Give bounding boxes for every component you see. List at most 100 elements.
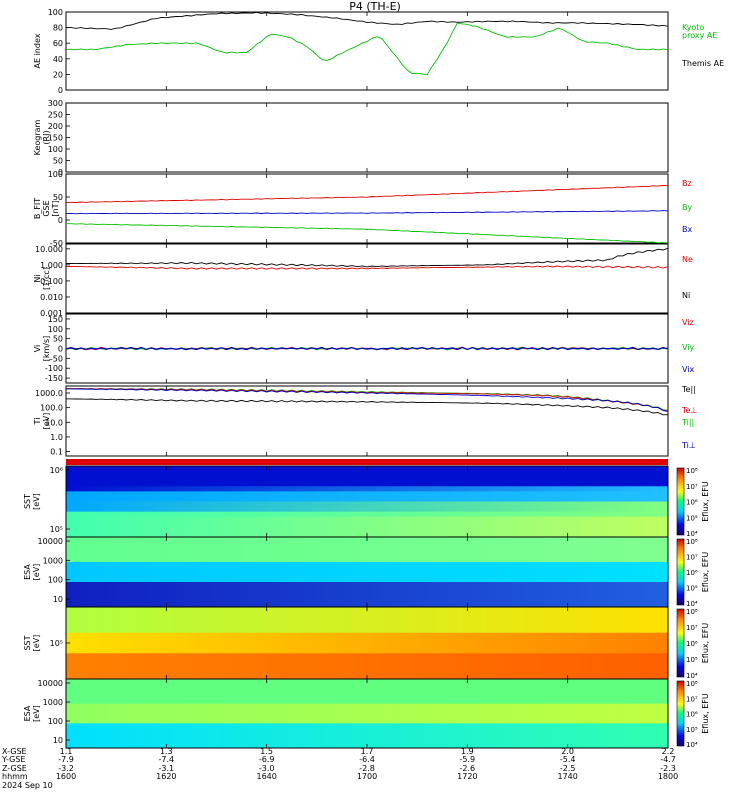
colorbar	[677, 539, 684, 605]
panel-frame	[66, 103, 668, 172]
colorbar-label: Eflux, EFU	[701, 481, 710, 522]
heatmap-cell-row	[66, 527, 668, 533]
heatmap-cell-row	[66, 557, 668, 563]
heatmap-cell-row	[66, 664, 668, 670]
colorbar-label: Eflux, EFU	[701, 693, 710, 734]
y-axis-label: [nT]	[51, 200, 60, 216]
heatmap-cell-row	[66, 622, 668, 628]
colorbar-label: Eflux, EFU	[701, 552, 710, 593]
y-tick-label: 1000	[43, 556, 63, 565]
footer-row-date: 2024 Sep 10	[2, 782, 748, 790]
footer-tick-value: 1740	[557, 773, 577, 781]
panel-0: 020406080100AE index	[33, 8, 668, 95]
y-axis-label: [eV]	[32, 635, 41, 652]
heatmap-panel-3: 10⁵ SST [eV] 10⁴ 10⁵ 10⁶ 10⁷ 10⁸Eflux, EFU	[23, 607, 710, 680]
colorbar-label: Eflux, EFU	[701, 623, 710, 664]
colorbar-tick-label: 10⁵	[686, 514, 698, 522]
heatmap-cell-row	[66, 587, 668, 593]
legend-entry: Ti⊥	[681, 441, 696, 450]
colorbar-tick-label: 10⁸	[686, 538, 698, 546]
y-axis-label: [eV]	[42, 413, 51, 430]
heatmap-cell-row	[66, 582, 668, 588]
heatmap-cell-row	[66, 723, 668, 728]
y-tick-label: 0.1	[50, 448, 63, 457]
heatmap-cell-row	[66, 597, 668, 603]
y-tick-label: 40	[53, 55, 63, 64]
heatmap-cell-row	[66, 612, 668, 618]
y-tick-label: 1000.0	[35, 389, 63, 398]
heatmap-panel-4: 10 100 1000 10000 ESA [eV] 10⁴ 10⁵ 10⁶ 10⁷ 10⁸Eflu…	[23, 679, 710, 749]
y-axis-label: ESA	[23, 564, 32, 580]
colorbar-tick-label: 10⁴	[686, 672, 698, 680]
heatmap-cell-row	[66, 689, 668, 694]
legend-entry: Themis AE	[681, 59, 724, 68]
legend-entry: Te⊥	[681, 406, 697, 415]
y-axis-label: [km/s]	[42, 336, 51, 362]
footer-row-xgse: X-GSE 1.1 1.3 1.5 1.7 1.9 2.0 2.2	[2, 748, 748, 756]
colorbar-tick-label: 10⁸	[686, 467, 698, 475]
heatmap-cell-row	[66, 542, 668, 548]
footer-tick-value: 1620	[156, 773, 176, 781]
y-tick-label: 100	[48, 717, 63, 726]
heatmap-cell-row	[66, 522, 668, 528]
heatmap-cell-row	[66, 684, 668, 689]
heatmap-cell-row	[66, 714, 668, 719]
y-tick-label: 80	[53, 24, 63, 33]
y-axis-label: [eV]	[32, 705, 41, 722]
heatmap-cell-row	[66, 562, 668, 568]
heatmap-cell-row	[66, 502, 668, 508]
y-axis-label: ESA	[23, 705, 32, 721]
colorbar-tick-label: 10⁸	[686, 680, 698, 688]
colorbar-tick-label: 10⁶	[686, 499, 698, 507]
y-tick-label: 1000	[43, 698, 63, 707]
panel-frame	[66, 244, 668, 313]
footer-label: 2024 Sep 10	[2, 782, 53, 790]
footer-tick-value: 1720	[457, 773, 477, 781]
heatmap-cell-row	[66, 617, 668, 623]
heatmap-cell-row	[66, 567, 668, 573]
y-tick-label: 0.010	[40, 293, 63, 302]
heatmap-cell-row	[66, 638, 668, 644]
panel-4: -150-100-50050100150 Vi [km/s]	[33, 314, 668, 383]
y-tick-label: 0	[58, 86, 63, 95]
y-axis-label: B_FIT	[33, 198, 42, 219]
y-tick-label: 100	[48, 145, 63, 154]
y-tick-label: -150	[45, 374, 63, 383]
heatmap-cell-row	[66, 628, 668, 634]
y-tick-label: 100.0	[40, 404, 63, 413]
y-axis-label: [1/cc]	[42, 267, 51, 290]
heatmap-cell-row	[66, 648, 668, 654]
y-tick-label: 100	[48, 8, 63, 17]
colorbar-tick-label: 10⁴	[686, 530, 698, 538]
y-axis-label: Keogram	[33, 119, 42, 155]
colorbar-tick-label: 10⁶	[686, 569, 698, 577]
colorbar-tick-label: 10⁷	[686, 554, 698, 562]
y-tick-label: 10⁶	[50, 466, 63, 475]
y-axis-label: AE index	[33, 33, 42, 68]
heatmap-cell-row	[66, 718, 668, 723]
colorbar-tick-label: 10⁶	[686, 711, 698, 719]
y-tick-label: 10000	[38, 679, 63, 688]
heatmap-cell-row	[66, 709, 668, 714]
y-tick-label: -100	[45, 364, 63, 373]
y-tick-label: 10⁵	[50, 525, 63, 534]
heatmap-cell-row	[66, 592, 668, 598]
y-axis-label: (RI)	[42, 130, 51, 144]
legend-entry: Ti||	[681, 418, 694, 427]
y-tick-label: -50	[50, 354, 63, 363]
y-axis-label: Ti	[33, 418, 42, 426]
y-tick-label: 10000	[38, 537, 63, 546]
heatmap-cell-row	[66, 694, 668, 699]
heatmap-panel-1: 10⁵ 10⁶ SST [eV] 10⁴ 10⁵ 10⁶ 10⁷ 10⁸Eflux, EFU	[23, 466, 710, 538]
footer-tick-value: 1640	[256, 773, 276, 781]
y-axis-label: [eV]	[32, 493, 41, 510]
legend-entry: Te||	[681, 385, 696, 394]
x-axis-footer: X-GSE 1.1 1.3 1.5 1.7 1.9 2.0 2.2 Y-GSE -7.9 -7…	[2, 748, 748, 800]
legend-entry: Vix	[682, 365, 695, 374]
colorbar-tick-label: 10⁵	[686, 585, 698, 593]
y-axis-label: Ni	[33, 274, 42, 282]
heatmap-cell-row	[66, 699, 668, 704]
colorbar	[677, 681, 684, 746]
heatmap-cell-row	[66, 481, 668, 487]
footer-tick-value: 1700	[357, 773, 377, 781]
